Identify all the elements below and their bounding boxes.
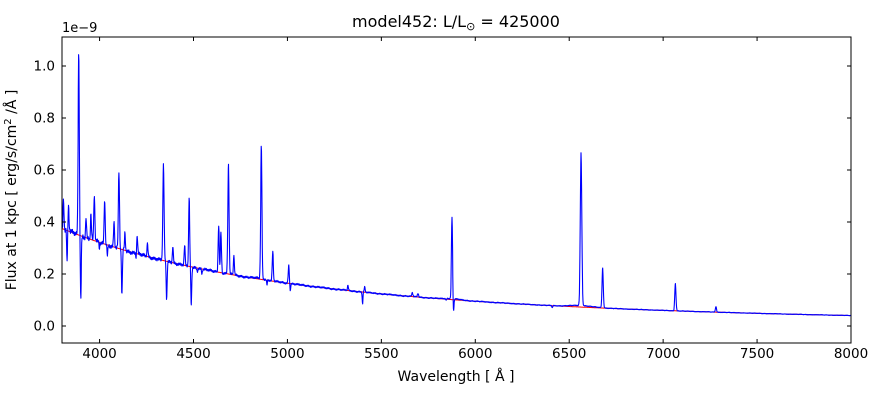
- x-tick-label: 5500: [364, 346, 398, 362]
- x-tick-label: 5000: [270, 346, 304, 362]
- y-axis-offset-label: 1e−9: [62, 21, 97, 36]
- x-tick-label: 6500: [552, 346, 586, 362]
- x-tick-label: 4500: [176, 346, 210, 362]
- axis-ticks: 4000 4500 5000 5500 6000 6500 7000 7500 8000 0.0 0…: [34, 37, 868, 362]
- chart-title: model452: L/L⊙ = 425000: [352, 12, 560, 33]
- y-tick-label: 0.6: [34, 163, 55, 179]
- y-tick-label: 0.2: [34, 267, 55, 283]
- x-axis-label: Wavelength [ Å ]: [398, 368, 515, 385]
- y-tick-label: 0.0: [34, 319, 55, 335]
- y-tick-label: 1.0: [34, 59, 55, 75]
- x-tick-label: 7000: [646, 346, 680, 362]
- x-tick-label: 8000: [834, 346, 868, 362]
- spectrum-curves: [62, 54, 851, 317]
- y-tick-label: 0.8: [34, 111, 55, 127]
- x-tick-label: 7500: [740, 346, 774, 362]
- plot-frame: [61, 36, 852, 344]
- y-axis-label: Flux at 1 kpc [ erg/s/cm2 /Å ]: [3, 90, 20, 291]
- x-tick-label: 4000: [82, 346, 116, 362]
- y-tick-label: 0.4: [34, 215, 55, 231]
- spectrum-line: [62, 54, 851, 317]
- x-tick-label: 6000: [458, 346, 492, 362]
